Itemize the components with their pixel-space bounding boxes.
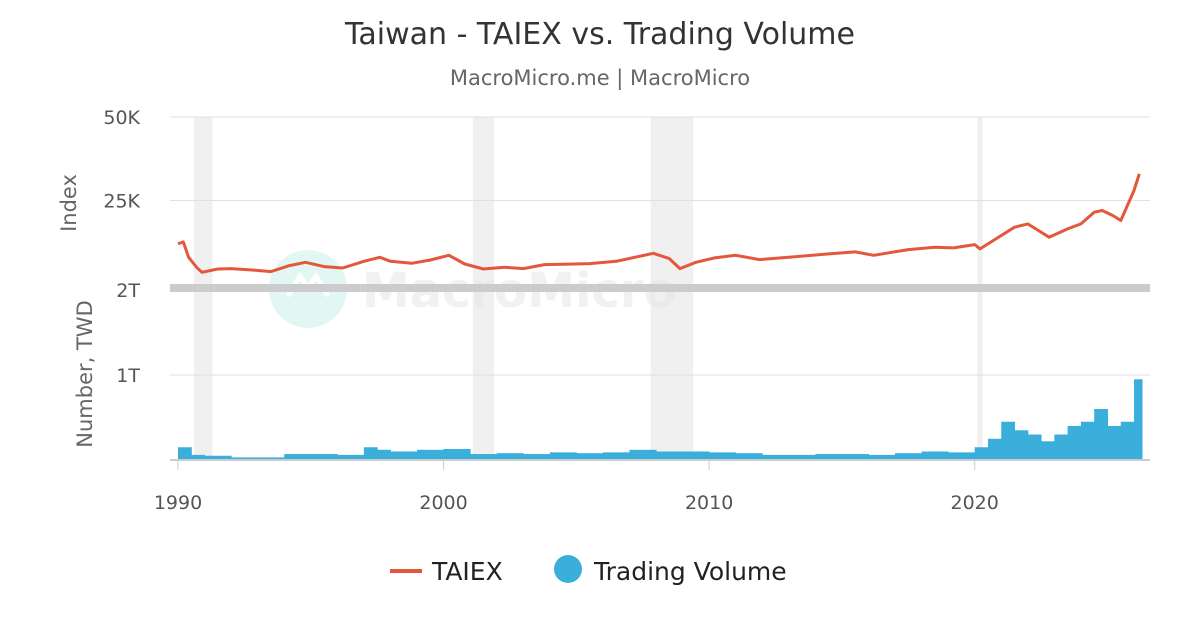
- x-axis-ticks: 1990 2000 2010 2020: [154, 460, 999, 514]
- legend-trading-volume-label: Trading Volume: [593, 557, 787, 586]
- volume-bar-30: [922, 452, 949, 461]
- legend-taiex-label: TAIEX: [431, 557, 503, 586]
- volume-bar-8: [364, 447, 378, 460]
- volume-bar-42: [1107, 426, 1121, 460]
- volume-bar-35: [1015, 430, 1029, 460]
- volume-bar-32: [975, 447, 989, 460]
- legend[interactable]: TAIEX Trading Volume: [390, 555, 787, 586]
- volume-bar-14: [497, 453, 524, 460]
- volume-bar-9: [377, 450, 391, 460]
- volume-bar-19: [629, 450, 656, 460]
- volume-bar-34: [1001, 422, 1015, 460]
- volume-bar-12: [444, 449, 471, 460]
- x-tick-label-1: 2000: [419, 492, 467, 514]
- y-axis-title-index: Index: [57, 174, 81, 232]
- volume-bar-23: [736, 453, 763, 460]
- volume-bar-21: [683, 452, 710, 461]
- legend-trading-volume-swatch: [554, 555, 582, 583]
- volume-bar-40: [1081, 422, 1095, 460]
- y-tick-labels: 50K 25K 2T 1T: [103, 107, 140, 387]
- volume-bar-0: [178, 447, 192, 460]
- y-tick-label-index-1: 25K: [103, 191, 140, 213]
- x-tick-label-2: 2010: [685, 492, 733, 514]
- panel-separator: [170, 284, 1150, 292]
- x-tick-label-3: 2020: [951, 492, 999, 514]
- legend-item-trading-volume[interactable]: Trading Volume: [554, 555, 787, 586]
- y-axis-title-volume: Number, TWD: [73, 300, 97, 447]
- volume-bar-18: [603, 452, 630, 460]
- volume-bar-11: [417, 450, 444, 460]
- volume-bar-10: [390, 452, 417, 461]
- volume-bar-36: [1028, 435, 1042, 461]
- volume-bar-16: [550, 452, 577, 460]
- volume-bar-43: [1121, 422, 1135, 460]
- volume-bar-37: [1041, 441, 1055, 460]
- volume-bar-41: [1094, 409, 1108, 460]
- volume-bar-39: [1068, 426, 1082, 460]
- volume-bar-29: [895, 453, 922, 460]
- chart-subtitle: MacroMicro.me | MacroMicro: [450, 66, 750, 91]
- y-tick-label-volume-0: 2T: [116, 280, 140, 302]
- volume-bar-44: [1134, 379, 1142, 460]
- x-tick-label-0: 1990: [154, 492, 202, 514]
- volume-bar-38: [1054, 435, 1068, 461]
- volume-bar-17: [576, 453, 603, 460]
- legend-item-taiex[interactable]: TAIEX: [390, 557, 503, 586]
- volume-bar-22: [709, 452, 736, 460]
- chart-title: Taiwan - TAIEX vs. Trading Volume: [344, 17, 855, 52]
- volume-bar-31: [948, 452, 975, 460]
- y-tick-label-index-0: 50K: [103, 107, 140, 129]
- y-tick-label-volume-1: 1T: [116, 365, 140, 387]
- volume-bar-20: [656, 452, 683, 461]
- volume-bar-33: [988, 439, 1002, 460]
